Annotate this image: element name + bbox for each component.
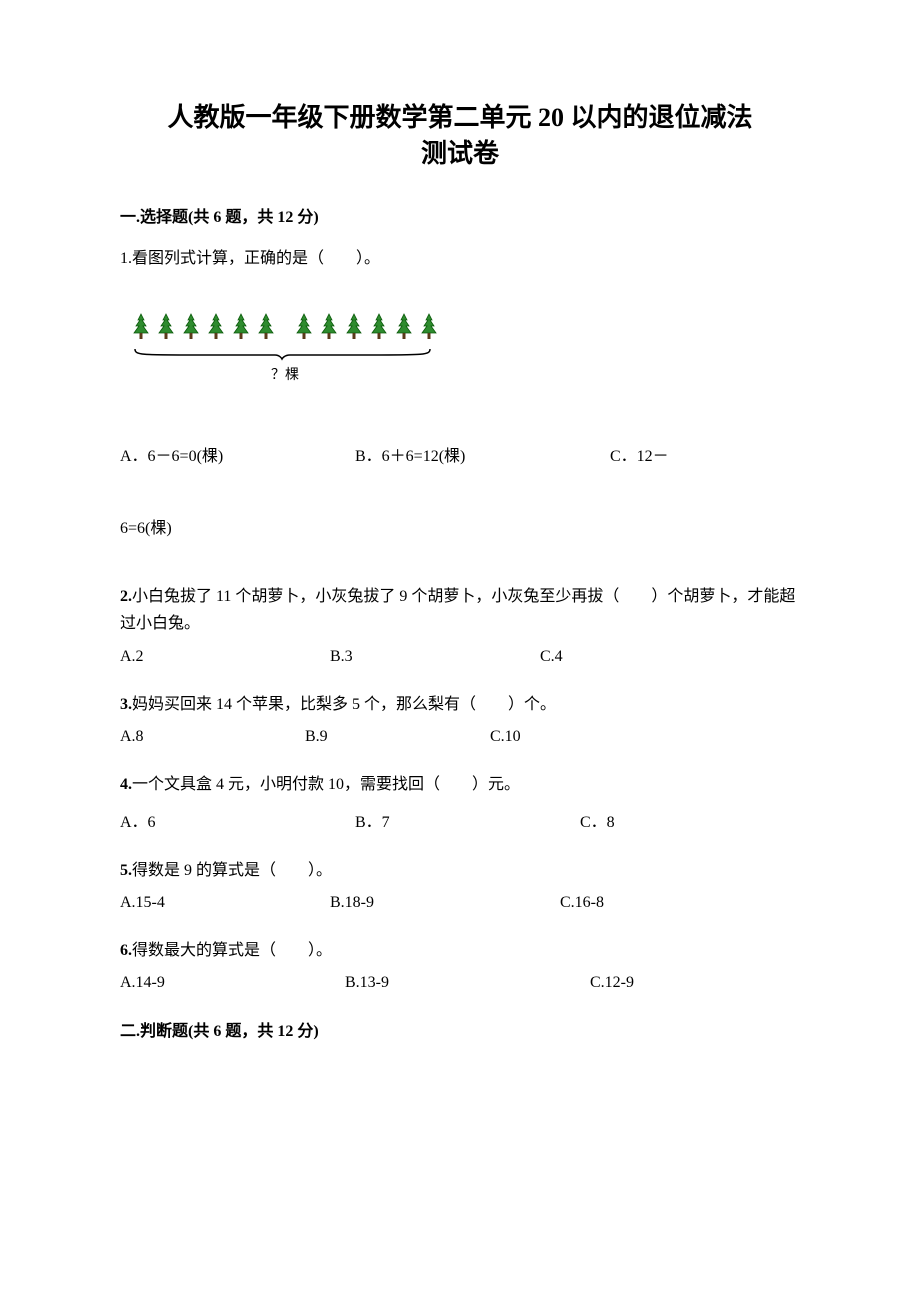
q5-option-b: B.18-9 bbox=[330, 894, 560, 912]
q6-options: A.14-9 B.13-9 C.12-9 bbox=[120, 974, 800, 992]
q4-option-a: A．6 bbox=[120, 808, 355, 832]
q3-option-c: C.10 bbox=[490, 728, 675, 746]
q3-text: 3.妈妈买回来 14 个苹果，比梨多 5 个，那么梨有（ ）个。 bbox=[120, 691, 800, 718]
q6-text: 6.得数最大的算式是（ ）。 bbox=[120, 937, 800, 964]
question-1: 1.看图列式计算，正确的是（ ）。 bbox=[120, 245, 800, 538]
q6-option-b: B.13-9 bbox=[345, 974, 590, 992]
q5-text: 5.得数是 9 的算式是（ ）。 bbox=[120, 857, 800, 884]
q1-options: A．6－6=0(棵) B．6＋6=12(棵) C．12－ bbox=[120, 439, 800, 474]
q3-options: A.8 B.9 C.10 bbox=[120, 728, 800, 746]
page-title: 人教版一年级下册数学第二单元 20 以内的退位减法 测试卷 bbox=[120, 100, 800, 173]
q1-text: 1.看图列式计算，正确的是（ ）。 bbox=[120, 245, 800, 272]
tree-icon bbox=[155, 312, 177, 349]
bracket-label: ？棵 bbox=[130, 364, 440, 384]
q6-option-a: A.14-9 bbox=[120, 974, 345, 992]
tree-icon bbox=[180, 312, 202, 349]
section-2-header: 二.判断题(共 6 题，共 12 分) bbox=[120, 1017, 800, 1041]
tree-icon bbox=[205, 312, 227, 349]
q2-option-a: A.2 bbox=[120, 648, 330, 666]
q2-text: 2.小白兔拔了 11 个胡萝卜，小灰兔拔了 9 个胡萝卜，小灰兔至少再拔（ ）个… bbox=[120, 583, 800, 637]
q3-option-b: B.9 bbox=[305, 728, 490, 746]
title-line-2: 测试卷 bbox=[120, 136, 800, 172]
q2-option-b: B.3 bbox=[330, 648, 540, 666]
q3-option-a: A.8 bbox=[120, 728, 305, 746]
q4-option-b: B．7 bbox=[355, 808, 580, 832]
tree-icon bbox=[230, 312, 252, 349]
tree-icon bbox=[255, 312, 277, 349]
q4-options: A．6 B．7 C．8 bbox=[120, 808, 800, 832]
q1-option-a: A．6－6=0(棵) bbox=[120, 439, 355, 474]
tree-diagram: ？棵 bbox=[130, 312, 440, 384]
q6-option-c: C.12-9 bbox=[590, 974, 634, 992]
q4-text: 4.一个文具盒 4 元，小明付款 10，需要找回（ ）元。 bbox=[120, 771, 800, 798]
question-6: 6.得数最大的算式是（ ）。 A.14-9 B.13-9 C.12-9 bbox=[120, 937, 800, 992]
tree-group-left bbox=[130, 312, 277, 349]
q1-option-c-line2: 6=6(棵) bbox=[120, 514, 800, 538]
question-3: 3.妈妈买回来 14 个苹果，比梨多 5 个，那么梨有（ ）个。 A.8 B.9… bbox=[120, 691, 800, 746]
q5-options: A.15-4 B.18-9 C.16-8 bbox=[120, 894, 800, 912]
question-2: 2.小白兔拔了 11 个胡萝卜，小灰兔拔了 9 个胡萝卜，小灰兔至少再拔（ ）个… bbox=[120, 583, 800, 665]
tree-icon bbox=[418, 312, 440, 349]
tree-icon bbox=[393, 312, 415, 349]
q2-option-c: C.4 bbox=[540, 648, 750, 666]
question-4: 4.一个文具盒 4 元，小明付款 10，需要找回（ ）元。 A．6 B．7 C．… bbox=[120, 771, 800, 832]
tree-icon bbox=[318, 312, 340, 349]
q5-option-a: A.15-4 bbox=[120, 894, 330, 912]
q2-options: A.2 B.3 C.4 bbox=[120, 648, 800, 666]
q5-option-c: C.16-8 bbox=[560, 894, 604, 912]
tree-icon bbox=[293, 312, 315, 349]
q1-option-b: B．6＋6=12(棵) bbox=[355, 439, 610, 474]
tree-icon bbox=[368, 312, 390, 349]
section-1-header: 一.选择题(共 6 题，共 12 分) bbox=[120, 203, 800, 227]
tree-row bbox=[130, 312, 440, 349]
tree-icon bbox=[130, 312, 152, 349]
title-line-1: 人教版一年级下册数学第二单元 20 以内的退位减法 bbox=[120, 100, 800, 136]
q1-option-c: C．12－ bbox=[610, 439, 669, 474]
tree-icon bbox=[343, 312, 365, 349]
question-5: 5.得数是 9 的算式是（ ）。 A.15-4 B.18-9 C.16-8 bbox=[120, 857, 800, 912]
q4-option-c: C．8 bbox=[580, 808, 615, 832]
tree-group-right bbox=[293, 312, 440, 349]
